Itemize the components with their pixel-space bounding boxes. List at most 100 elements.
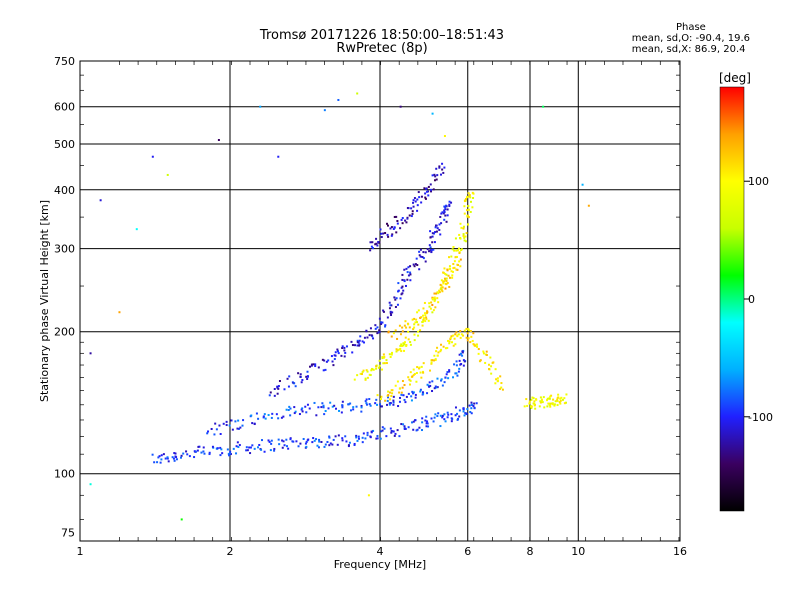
data-point [375,437,378,440]
data-point [384,399,387,402]
y-tick-label: 100 [54,468,75,481]
data-point [453,337,456,340]
data-point [427,194,430,197]
data-point [349,402,352,405]
data-point [450,420,453,423]
data-point [216,447,219,450]
data-point [276,385,279,388]
data-point [414,200,417,203]
data-point [444,420,447,423]
data-point [444,282,447,285]
data-point [469,341,472,344]
data-point [375,242,378,245]
data-point [458,409,461,412]
data-point [448,265,451,268]
data-point [399,105,402,108]
data-point [463,212,466,215]
data-point [246,449,249,452]
data-point [438,289,441,292]
data-point [329,401,332,404]
data-point [432,309,435,312]
data-point [425,190,428,193]
data-point [404,284,407,287]
data-point [419,255,422,258]
data-point [460,248,463,251]
data-point [408,378,411,381]
data-point [361,370,364,373]
data-point [318,438,321,441]
data-point [369,435,372,438]
data-point [424,197,427,200]
data-point [388,307,391,310]
data-point [314,365,317,368]
data-point [462,334,465,337]
data-point [186,453,189,456]
data-point [412,420,415,423]
data-point [403,384,406,387]
data-point [542,396,545,399]
data-point [301,379,304,382]
data-point [496,379,499,382]
data-point [384,325,387,328]
data-point [428,381,431,384]
data-point [341,400,344,403]
data-point [458,251,461,254]
data-point [409,273,412,276]
data-point [456,412,459,415]
data-point [361,441,364,444]
data-point [419,248,422,251]
data-point [451,248,454,251]
data-point [490,372,493,375]
data-point [459,265,462,268]
data-point [356,374,359,377]
data-point [410,399,413,402]
data-point [402,344,405,347]
data-point [453,363,456,366]
data-point [302,437,305,440]
phase-info-x: mean, sd,X: 86.9, 20.4 [631,44,746,55]
data-point [496,377,499,380]
data-point [330,355,333,358]
data-point [374,402,377,405]
data-point [452,376,455,379]
data-point [556,397,559,400]
data-point [429,183,432,186]
data-point [364,378,367,381]
data-point [436,386,439,389]
data-point [387,396,390,399]
data-point [166,456,169,459]
data-point [391,430,394,433]
data-point [401,330,404,333]
data-point [431,380,434,383]
data-point [283,444,286,447]
data-point [434,359,437,362]
data-point [410,215,413,218]
data-point [381,321,384,324]
data-point [317,406,320,409]
data-point [454,256,457,259]
data-point [426,420,429,423]
data-point [447,377,450,380]
data-point [429,384,432,387]
data-point [407,323,410,326]
data-point [446,282,449,285]
data-point [354,344,357,347]
data-point [439,215,442,218]
data-point [477,352,480,355]
data-point [162,453,165,456]
data-point [489,356,492,359]
data-point [418,426,421,429]
data-point [451,276,454,279]
data-point [420,365,423,368]
data-point [391,392,394,395]
data-point [398,400,401,403]
data-point [352,408,355,411]
data-point [475,402,478,405]
data-point [458,260,461,263]
data-point [202,446,205,449]
data-point [458,353,461,356]
data-point [455,268,458,271]
data-point [379,397,382,400]
colorbar-tick-label: 0 [748,293,755,306]
